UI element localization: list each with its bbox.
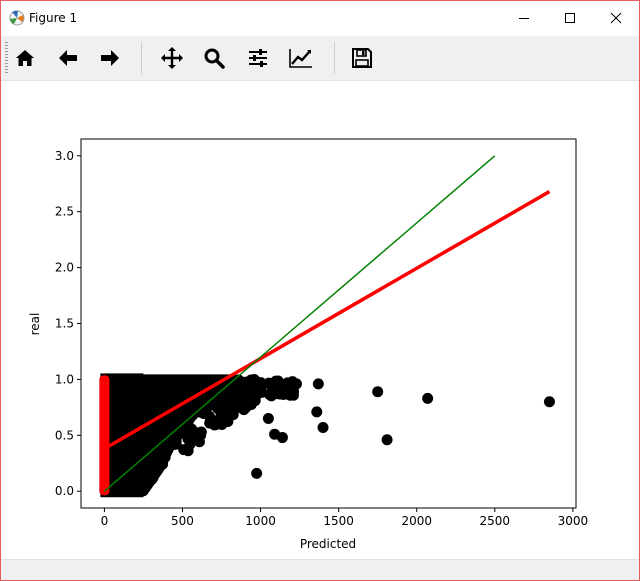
- move-icon: [161, 47, 183, 69]
- scatter-point: [312, 378, 324, 390]
- scatter-point: [138, 466, 150, 478]
- toolbar-grip[interactable]: [5, 42, 8, 74]
- maximize-icon: [565, 13, 575, 23]
- configure-subplots-button[interactable]: [242, 42, 274, 74]
- scatter-point: [227, 389, 239, 401]
- y-tick-label: 1.0: [55, 372, 74, 386]
- minimize-button[interactable]: [501, 1, 547, 35]
- axis-ticks: 0 500 1000 1500 2000 2500 3000 0.0 0.5 1.0 1.5 2.0 2…: [55, 149, 588, 528]
- navigation-toolbar: [1, 36, 639, 81]
- save-button[interactable]: [346, 42, 378, 74]
- regression-line: [103, 190, 551, 451]
- home-icon: [16, 50, 34, 66]
- sliders-icon: [249, 49, 267, 67]
- scatter-point: [138, 479, 150, 491]
- scatter-point: [543, 396, 555, 408]
- magnifier-icon: [204, 48, 225, 69]
- scatter-point: [227, 409, 239, 421]
- x-axis-label: Predicted: [300, 537, 356, 551]
- matplotlib-app-icon: [9, 10, 25, 26]
- scatter-point: [255, 377, 267, 389]
- scatter-point: [381, 434, 393, 446]
- title-bar: Figure 1: [1, 1, 639, 35]
- zoom-button[interactable]: [198, 42, 230, 74]
- scatter-point: [146, 396, 158, 408]
- forward-arrow-icon: [101, 50, 119, 66]
- scatter-point: [317, 421, 329, 433]
- y-tick-label: 3.0: [55, 149, 74, 163]
- scatter-point: [164, 380, 176, 392]
- scatter-point: [311, 406, 323, 418]
- scatter-point: [144, 451, 156, 463]
- edit-axis-button[interactable]: [285, 42, 317, 74]
- minimize-icon: [519, 18, 529, 19]
- scatter-point: [262, 413, 274, 425]
- scatter-point: [172, 380, 184, 392]
- scatter-point: [249, 395, 261, 407]
- scatter-point: [276, 432, 288, 444]
- figure-canvas[interactable]: 0 500 1000 1500 2000 2500 3000 0.0 0.5 1.0 1.5 2.0 2…: [1, 81, 639, 559]
- plot-marks: [99, 155, 555, 498]
- scatter-point: [215, 401, 227, 413]
- back-arrow-icon: [59, 50, 77, 66]
- scatter-point: [195, 429, 207, 441]
- x-tick-label: 3000: [558, 514, 589, 528]
- x-tick-label: 0: [101, 514, 109, 528]
- toolbar-separator: [141, 42, 142, 74]
- y-tick-label: 0.5: [55, 428, 74, 442]
- y-tick-label: 0.0: [55, 484, 74, 498]
- scatter-point: [151, 423, 163, 435]
- forward-button[interactable]: [94, 42, 126, 74]
- scatter-point: [146, 462, 158, 474]
- scatter-point: [147, 472, 159, 484]
- red-scatter-column: [99, 375, 110, 496]
- scatter-point: [157, 458, 169, 470]
- y-tick-label: 2.0: [55, 261, 74, 275]
- x-tick-label: 1500: [323, 514, 354, 528]
- scatter-point: [146, 433, 158, 445]
- y-tick-label: 1.5: [55, 317, 74, 331]
- scatter-point: [256, 386, 268, 398]
- scatter-point: [230, 380, 242, 392]
- line-chart-icon: [289, 49, 312, 68]
- scatter-point: [170, 436, 182, 448]
- window-title: Figure 1: [29, 11, 78, 25]
- scatter-plot[interactable]: 0 500 1000 1500 2000 2500 3000 0.0 0.5 1.0 1.5 2.0 2…: [1, 81, 639, 559]
- close-button[interactable]: [593, 1, 639, 35]
- home-button[interactable]: [9, 42, 41, 74]
- scatter-point: [182, 433, 194, 445]
- identity-line: [103, 155, 496, 492]
- scatter-point: [272, 382, 284, 394]
- scatter-point: [187, 384, 199, 396]
- scatter-point: [165, 420, 177, 432]
- scatter-point: [204, 417, 216, 429]
- status-bar: [1, 559, 639, 580]
- x-tick-label: 1000: [245, 514, 276, 528]
- scatter-point: [182, 445, 194, 457]
- x-tick-label: 2500: [480, 514, 511, 528]
- scatter-point: [152, 403, 164, 415]
- scatter-point: [140, 384, 152, 396]
- scatter-point: [372, 386, 384, 398]
- pan-button[interactable]: [156, 42, 188, 74]
- scatter-point: [251, 467, 263, 479]
- scatter-point: [198, 408, 210, 420]
- scatter-point: [422, 392, 434, 404]
- maximize-button[interactable]: [547, 1, 593, 35]
- x-tick-label: 2000: [401, 514, 432, 528]
- scatter-point: [223, 401, 235, 413]
- close-icon: [610, 12, 622, 24]
- y-axis-label: real: [28, 313, 42, 336]
- toolbar-separator: [334, 42, 335, 74]
- floppy-disk-icon: [352, 48, 372, 68]
- y-tick-label: 2.5: [55, 205, 74, 219]
- back-button[interactable]: [52, 42, 84, 74]
- x-tick-label: 500: [171, 514, 194, 528]
- scatter-point: [290, 378, 302, 390]
- scatter-point: [236, 402, 248, 414]
- scatter-point: [209, 389, 221, 401]
- scatter-point: [155, 380, 167, 392]
- scatter-point: [161, 441, 173, 453]
